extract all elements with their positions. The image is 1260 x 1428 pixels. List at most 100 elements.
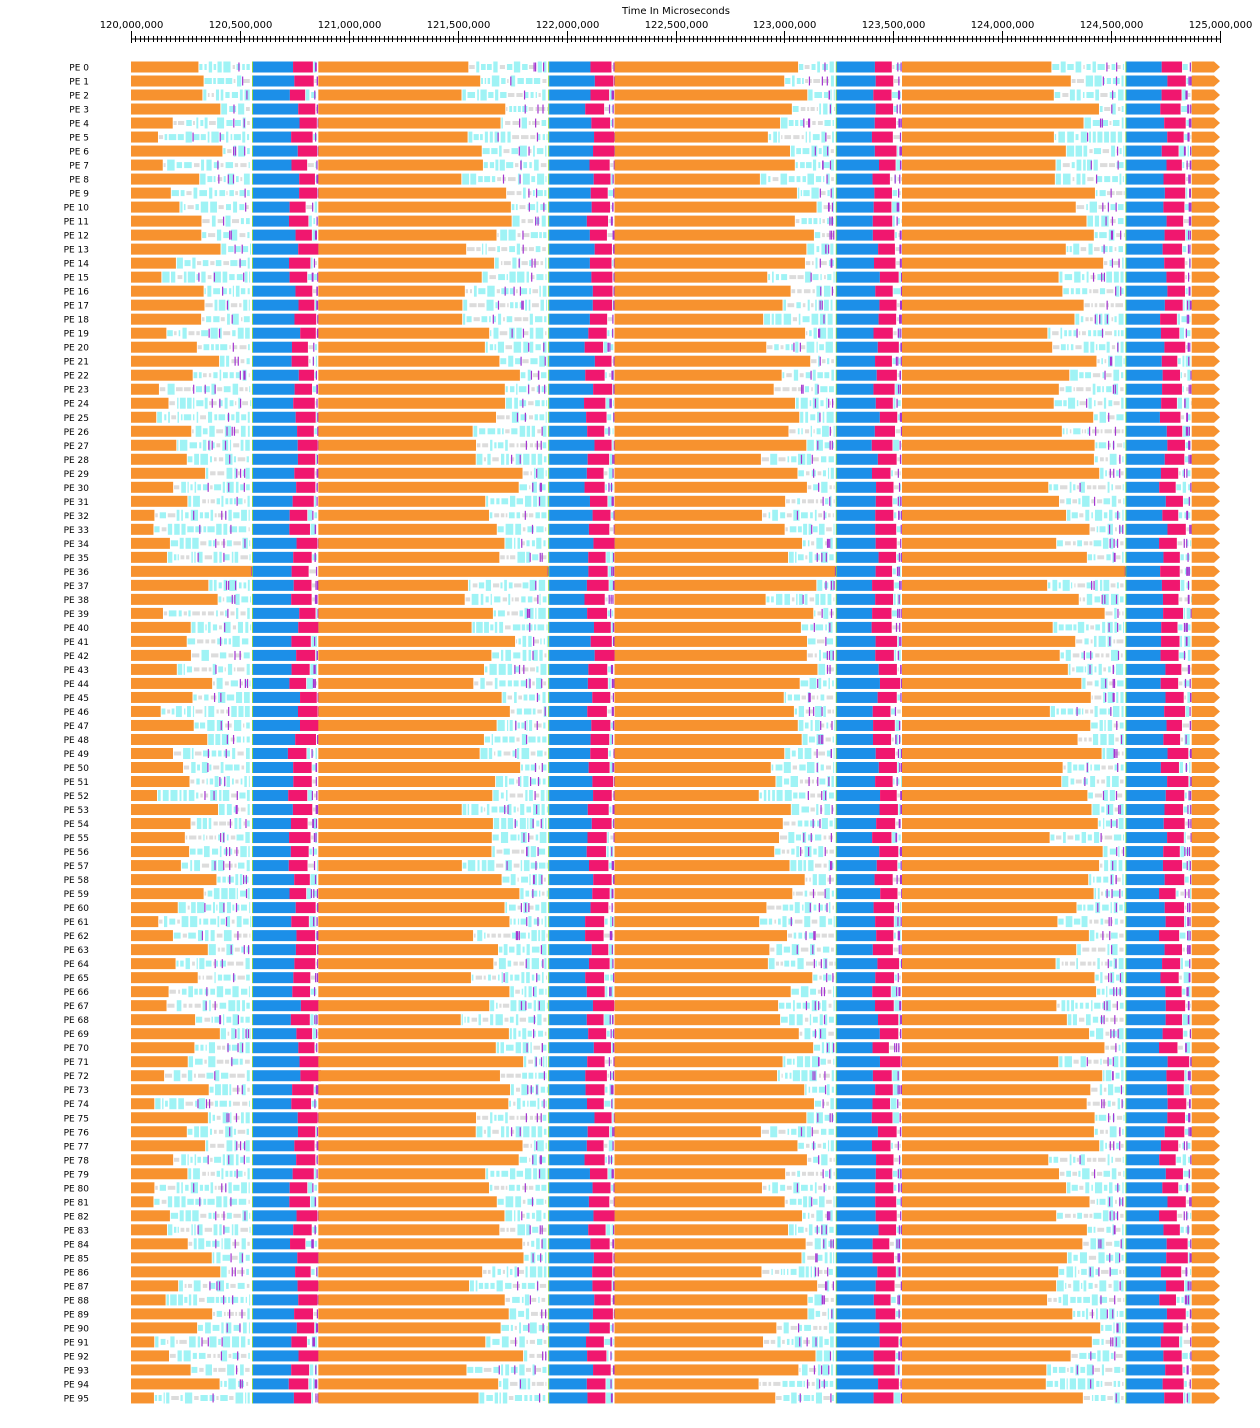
idle-segment	[612, 247, 614, 252]
idle-segment	[236, 888, 238, 900]
communication-block	[549, 453, 588, 465]
idle-segment	[541, 386, 544, 393]
idle-segment	[511, 611, 518, 616]
idle-segment	[791, 848, 795, 855]
idle-segment	[1072, 177, 1075, 182]
message-tick	[1190, 202, 1192, 212]
communication-block	[252, 313, 295, 325]
idle-segment	[523, 162, 528, 169]
idle-segment	[827, 327, 834, 339]
idle-segment	[806, 762, 815, 773]
communication-block	[252, 832, 290, 844]
message-tick	[900, 580, 902, 590]
idle-segment	[1062, 93, 1069, 97]
message-tick	[612, 580, 615, 590]
communication-block	[1126, 145, 1162, 157]
compute-block	[1191, 537, 1220, 549]
idle-segment	[817, 121, 823, 125]
message-tick	[315, 594, 317, 604]
sync-marker	[835, 481, 837, 493]
communication-block	[1126, 663, 1166, 675]
compute-block	[318, 145, 482, 157]
idle-segment	[1177, 541, 1183, 546]
pe-row: PE 52	[64, 790, 1220, 802]
message-tick	[898, 510, 900, 520]
pe-label: PE 47	[64, 722, 89, 732]
message-tick	[801, 384, 803, 394]
reduction-block	[878, 663, 897, 675]
message-tick	[1124, 566, 1126, 576]
message-tick	[829, 622, 831, 632]
idle-segment	[194, 163, 200, 168]
idle-segment	[1180, 569, 1183, 574]
idle-segment	[218, 750, 222, 757]
idle-segment	[1099, 411, 1106, 423]
communication-block	[836, 397, 876, 409]
idle-segment	[827, 709, 832, 714]
idle-segment	[794, 708, 798, 715]
communication-block	[836, 439, 872, 451]
sync-marker	[252, 299, 254, 311]
idle-segment	[776, 593, 783, 605]
reduction-block	[300, 327, 316, 339]
idle-segment	[507, 663, 513, 675]
idle-segment	[525, 78, 533, 84]
compute-block	[902, 187, 1095, 199]
message-tick	[311, 791, 313, 801]
idle-segment	[247, 495, 250, 507]
idle-segment	[545, 386, 547, 393]
sync-marker	[1125, 776, 1127, 788]
message-tick	[831, 258, 833, 268]
message-tick	[1187, 566, 1189, 576]
idle-segment	[611, 512, 614, 519]
message-tick	[1119, 454, 1121, 464]
message-tick	[899, 314, 901, 324]
compute-block	[902, 495, 1059, 507]
idle-segment	[207, 621, 211, 633]
message-tick	[518, 664, 521, 674]
pe-label: PE 41	[64, 638, 89, 648]
message-tick	[1090, 650, 1092, 660]
idle-segment	[1081, 708, 1084, 715]
idle-segment	[1095, 344, 1098, 351]
idle-segment	[519, 610, 523, 617]
idle-segment	[201, 611, 206, 616]
reduction-block	[879, 299, 897, 311]
communication-block	[836, 874, 875, 886]
idle-segment	[209, 778, 214, 785]
idle-segment	[1065, 386, 1072, 393]
message-tick	[1189, 174, 1191, 184]
idle-segment	[239, 303, 242, 308]
message-tick	[1122, 524, 1124, 534]
idle-segment	[222, 597, 225, 602]
idle-segment	[1072, 541, 1076, 546]
idle-segment	[509, 271, 516, 283]
idle-segment	[1185, 288, 1188, 295]
idle-segment	[897, 457, 901, 462]
message-tick	[221, 510, 223, 520]
idle-segment	[246, 736, 250, 743]
sync-marker	[1125, 173, 1127, 185]
message-tick	[831, 230, 833, 240]
idle-segment	[891, 708, 896, 715]
message-tick	[537, 594, 539, 604]
compute-block	[614, 776, 776, 788]
message-tick	[524, 720, 526, 730]
idle-segment	[498, 313, 502, 325]
idle-segment	[213, 64, 217, 70]
idle-segment	[493, 327, 499, 339]
message-tick	[830, 258, 832, 268]
idle-segment	[203, 89, 207, 101]
message-tick	[213, 791, 215, 801]
idle-segment	[1103, 846, 1108, 858]
idle-segment	[505, 345, 513, 350]
compute-block	[1191, 75, 1220, 87]
idle-segment	[474, 681, 479, 686]
idle-segment	[830, 579, 834, 591]
idle-segment	[510, 457, 515, 462]
idle-segment	[469, 303, 477, 308]
reduction-block	[1161, 145, 1179, 157]
idle-segment	[1086, 681, 1093, 686]
communication-block	[549, 916, 586, 928]
message-tick	[800, 847, 802, 857]
